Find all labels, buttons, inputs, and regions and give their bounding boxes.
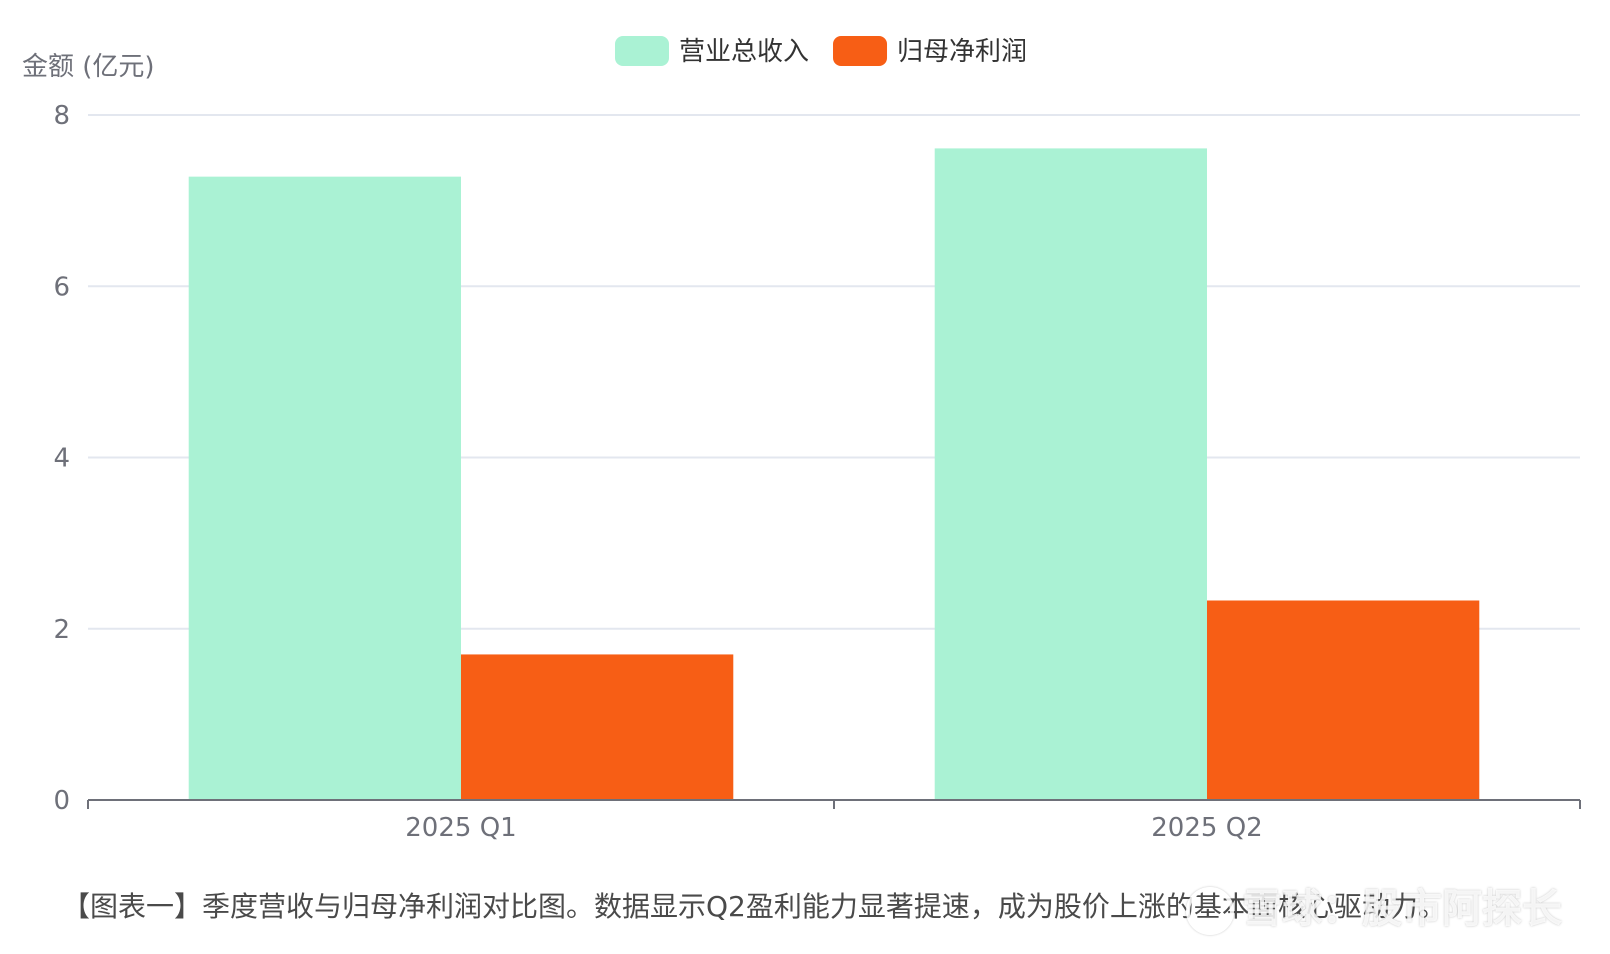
- y-tick-label: 2: [53, 615, 70, 645]
- snowball-logo-icon: [1186, 887, 1234, 935]
- legend-label[interactable]: 营业总收入: [679, 37, 809, 67]
- y-axis-label: 金额 (亿元): [22, 52, 155, 82]
- y-tick-labels: 0 2 4 6 8: [53, 101, 70, 816]
- bar-chart: 金额 (亿元) 营业总收入 归母净利润 0 2 4 6 8 2025 Q1 2025 Q2: [22, 36, 1581, 843]
- bar-revenue-2: [934, 148, 1207, 801]
- legend-label[interactable]: 归母净利润: [897, 37, 1027, 67]
- y-tick-label: 6: [53, 272, 70, 302]
- bar-net-profit-2: [1207, 600, 1480, 800]
- bars: [188, 148, 1480, 801]
- bar-net-profit-1: [461, 654, 734, 800]
- y-tick-label: 4: [53, 444, 70, 474]
- legend: 营业总收入 归母净利润: [615, 36, 1027, 67]
- y-tick-label: 0: [53, 786, 70, 816]
- watermark: 雪球：股市阿探长: [1186, 876, 1562, 935]
- x-axis: 2025 Q1 2025 Q2: [87, 799, 1581, 843]
- watermark-text: 雪球：股市阿探长: [1242, 886, 1562, 932]
- bar-revenue-1: [188, 176, 461, 800]
- y-tick-label: 8: [53, 101, 70, 131]
- legend-swatch[interactable]: [833, 36, 888, 66]
- legend-swatch[interactable]: [615, 36, 669, 66]
- x-tick-label: 2025 Q1: [405, 813, 516, 843]
- x-tick-label: 2025 Q2: [1151, 813, 1262, 843]
